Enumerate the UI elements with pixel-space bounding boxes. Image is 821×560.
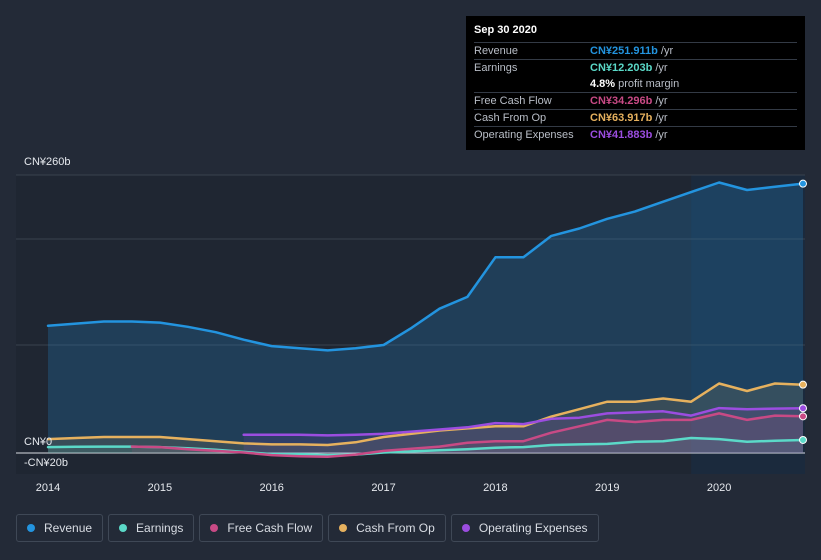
legend-dot-icon	[27, 524, 35, 532]
x-tick-label-2017: 2017	[371, 482, 395, 494]
tooltip-unit: /yr	[655, 112, 668, 124]
series-end-dot-earnings	[799, 435, 807, 444]
tooltip-value: CN¥41.883b	[590, 129, 653, 141]
legend-dot-icon	[339, 524, 348, 532]
tooltip-label: Operating Expenses	[474, 129, 574, 141]
tooltip-value: CN¥34.296b	[590, 95, 653, 107]
x-tick-label-2016: 2016	[259, 482, 283, 494]
series-end-dot-operating-expenses	[799, 404, 807, 413]
legend-label: Cash From Op	[356, 521, 435, 535]
y-axis-top-label: CN¥260b	[24, 156, 70, 168]
y-axis-zero-label: CN¥0	[24, 436, 52, 448]
tooltip-label: Cash From Op	[474, 112, 547, 124]
legend-dot-icon	[119, 524, 128, 532]
legend-item-revenue[interactable]: Revenue	[16, 514, 104, 542]
tooltip-row-opex: Operating Expenses CN¥41.883b /yr	[474, 126, 797, 143]
legend-item-cash-from-op[interactable]: Cash From Op	[328, 514, 446, 542]
legend-dot-icon	[461, 524, 470, 532]
legend-item-operating-expenses[interactable]: Operating Expenses	[450, 514, 599, 542]
x-tick-label-2014: 2014	[36, 482, 60, 494]
series-end-dot-free-cash-flow	[799, 412, 807, 421]
legend-label: Earnings	[136, 521, 184, 535]
tooltip-label: Revenue	[474, 45, 519, 57]
tooltip-label: Free Cash Flow	[474, 95, 552, 107]
series-end-dot-cash-from-op	[799, 380, 807, 389]
legend-item-earnings[interactable]: Earnings	[108, 514, 195, 542]
x-tick-label-2019: 2019	[595, 482, 619, 494]
legend-label: Operating Expenses	[478, 521, 588, 535]
series-line-cash-from-op	[46, 382, 805, 447]
legend-label: Revenue	[44, 521, 93, 535]
tooltip-unit: /yr	[655, 129, 668, 141]
series-line-revenue	[46, 181, 805, 352]
tooltip-label: Earnings	[474, 62, 518, 74]
tooltip-row-revenue: Revenue CN¥251.911b /yr	[474, 42, 797, 59]
legend-item-free-cash-flow[interactable]: Free Cash Flow	[199, 514, 324, 542]
series-end-dot-revenue	[799, 179, 807, 188]
x-tick-label-2018: 2018	[483, 482, 507, 494]
tooltip-row-fcf: Free Cash Flow CN¥34.296b /yr	[474, 92, 797, 109]
tooltip-value: CN¥63.917b	[590, 112, 653, 124]
tooltip-unit: /yr	[660, 45, 674, 57]
series-line-free-cash-flow	[130, 412, 805, 458]
tooltip-row-cfo: Cash From Op CN¥63.917b /yr	[474, 109, 797, 126]
tooltip-unit: /yr	[655, 95, 668, 107]
tooltip-panel: Sep 30 2020 Revenue CN¥251.911b /yr Earn…	[466, 16, 805, 150]
y-axis-bottom-label: -CN¥20b	[24, 457, 68, 469]
series-area-cash-from-op	[48, 383, 803, 453]
tooltip-unit: /yr	[655, 62, 668, 74]
tooltip-date: Sep 30 2020	[474, 24, 537, 36]
tooltip-value: CN¥12.203b	[590, 62, 653, 74]
tooltip-value: 4.8%	[590, 78, 616, 90]
x-tick-label-2020: 2020	[707, 482, 731, 494]
plot-background	[16, 175, 805, 474]
x-tick-label-2015: 2015	[148, 482, 172, 494]
series-area-free-cash-flow	[131, 413, 803, 457]
tooltip-unit: profit margin	[618, 78, 680, 90]
legend: Revenue Earnings Free Cash Flow Cash Fro…	[16, 514, 599, 542]
forecast-highlight	[691, 175, 805, 474]
legend-dot-icon	[210, 524, 219, 532]
tooltip-row-margin: 4.8% profit margin	[474, 76, 797, 92]
tooltip-row-earnings: Earnings CN¥12.203b /yr	[474, 59, 797, 76]
tooltip-value: CN¥251.911b	[590, 45, 658, 57]
series-area-revenue	[48, 182, 803, 453]
series-line-operating-expenses	[242, 406, 805, 437]
series-area-earnings	[48, 438, 803, 456]
legend-label: Free Cash Flow	[227, 521, 313, 535]
